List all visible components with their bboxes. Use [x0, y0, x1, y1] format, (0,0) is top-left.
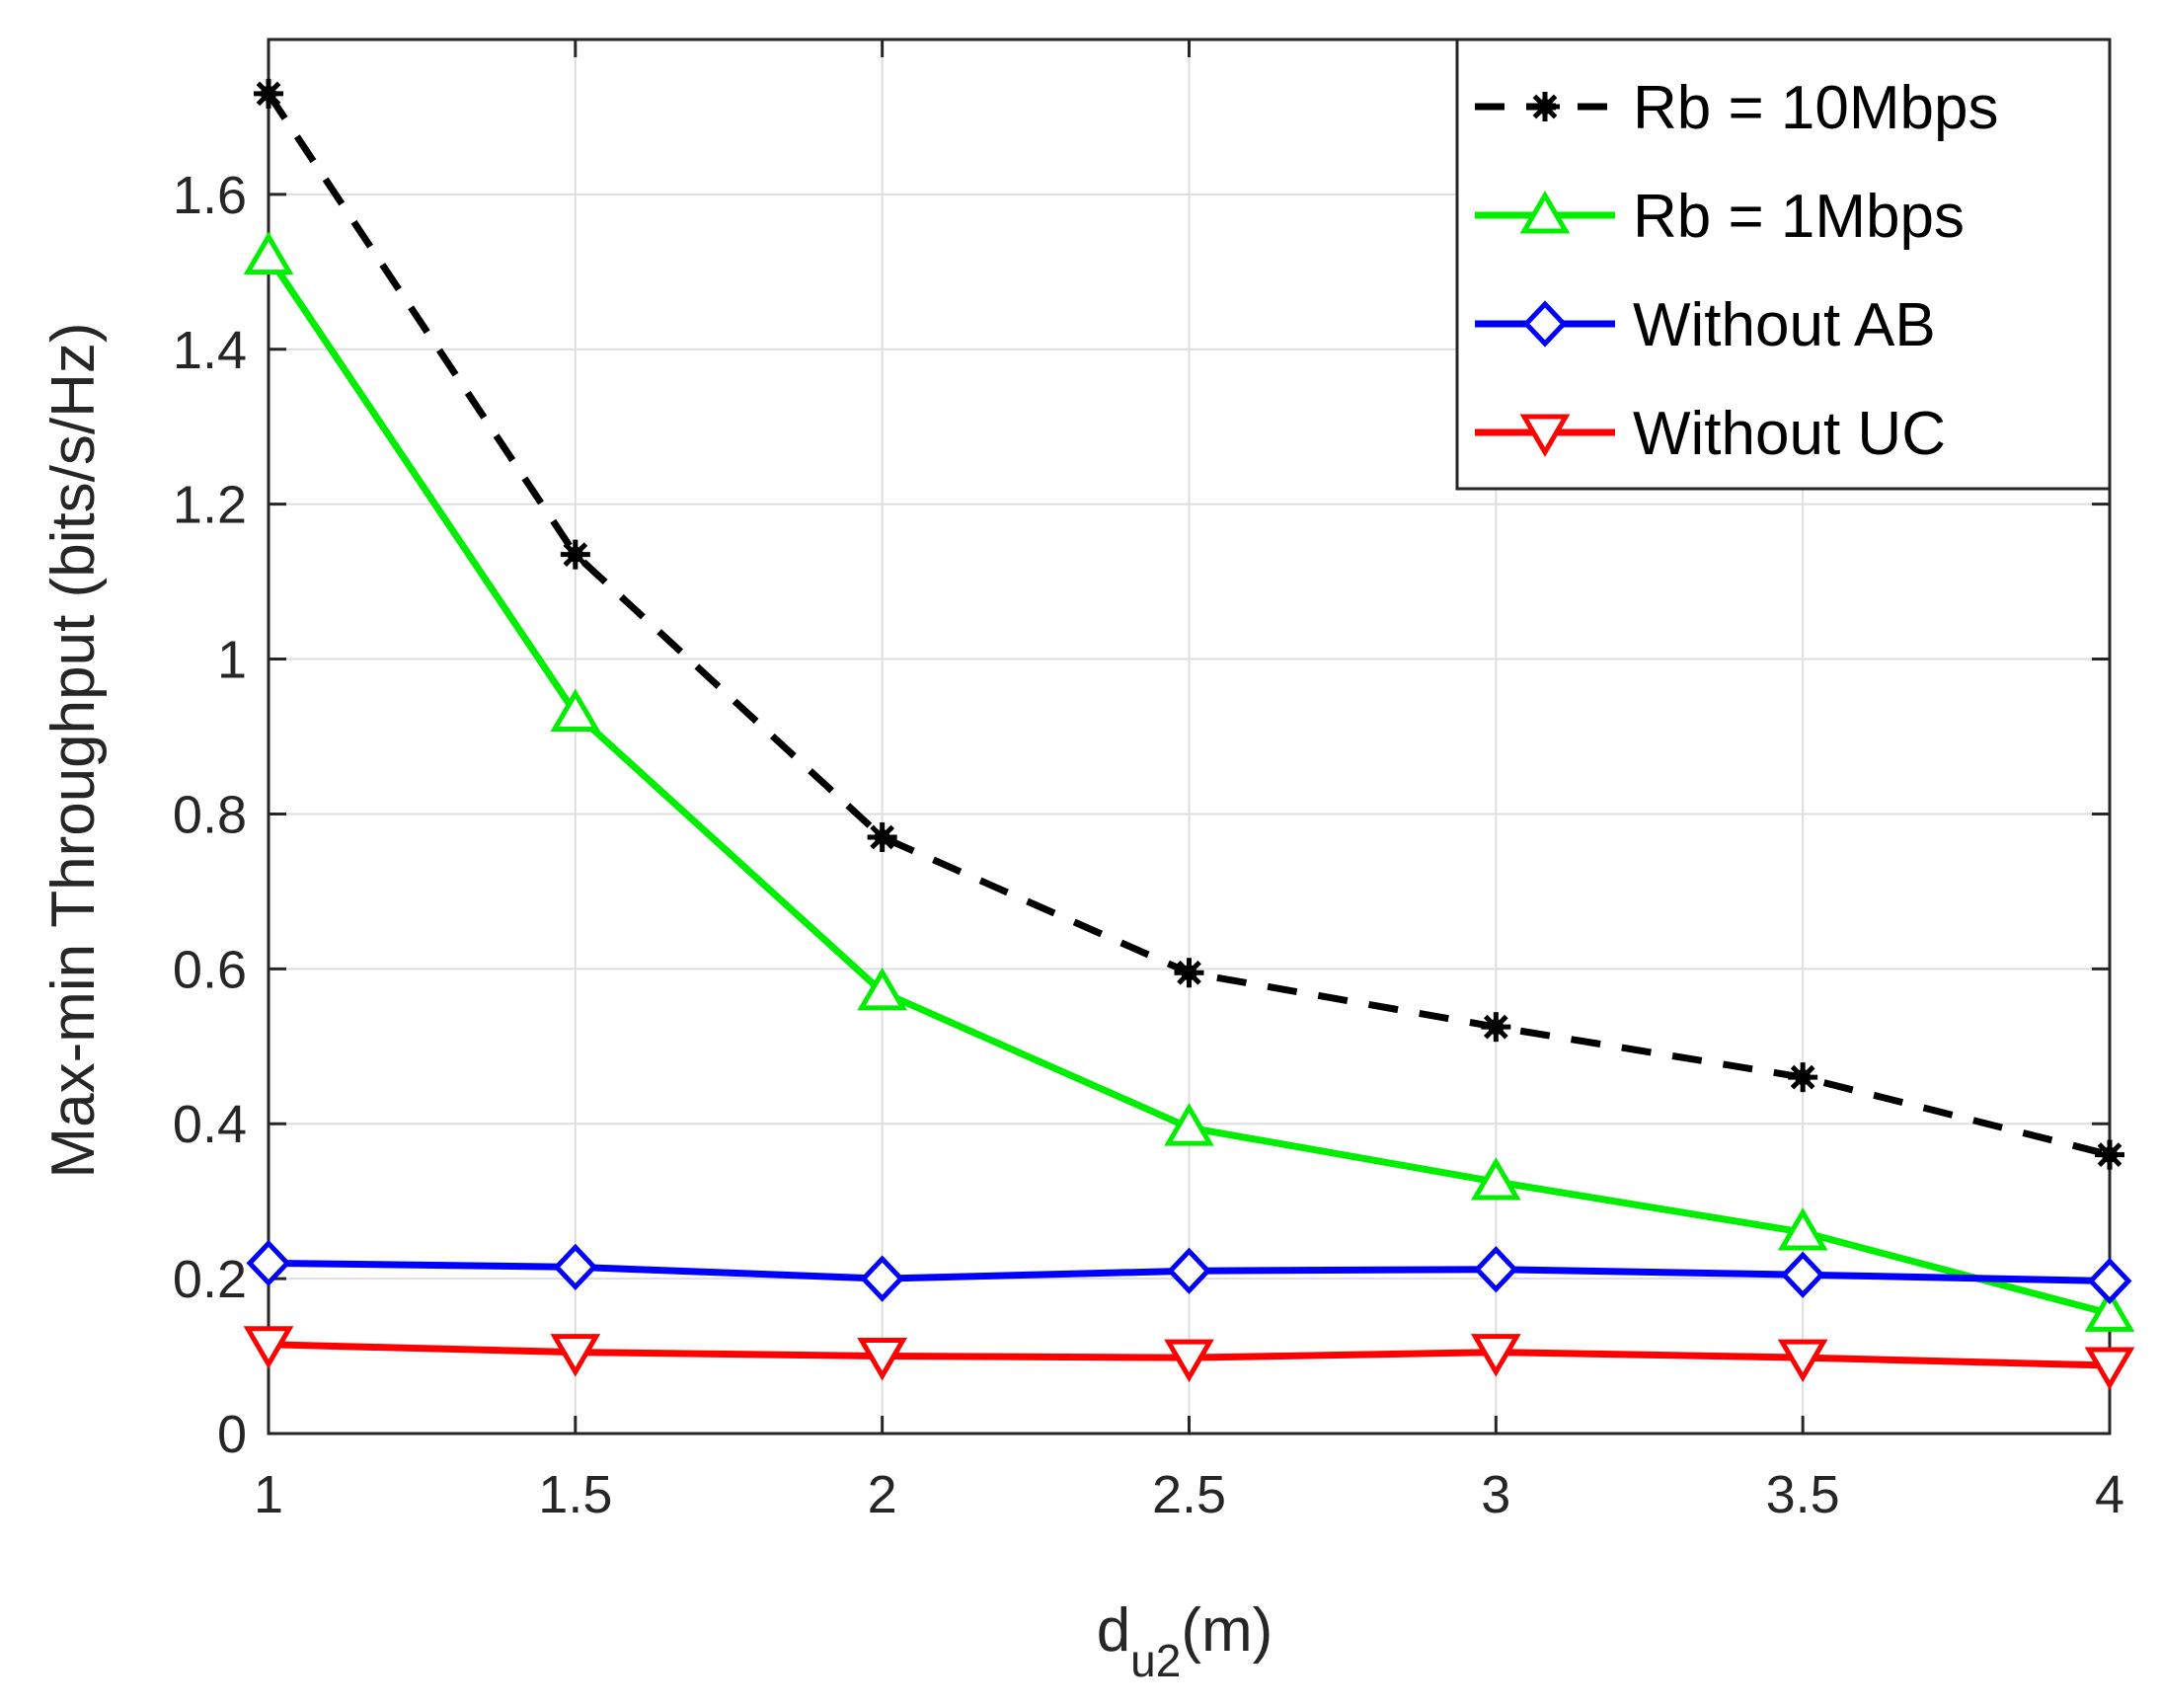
legend-marker — [1519, 414, 1571, 457]
x-tick-labels: 1 1.5 2 2.5 3 3.5 4 — [254, 1465, 2124, 1524]
marker-center — [1181, 965, 1197, 981]
series-rb-1mbps — [243, 231, 2135, 1332]
marker-center — [261, 85, 276, 102]
legend-label: Rb = 10Mbps — [1633, 74, 1999, 142]
legend-label: Rb = 1Mbps — [1633, 183, 1965, 251]
data-point — [550, 688, 601, 732]
y-tick-label: 0.2 — [173, 1250, 247, 1309]
data-point — [550, 1334, 601, 1377]
x-tick-label: 4 — [2095, 1465, 2124, 1524]
data-point — [1780, 1251, 1825, 1298]
data-point — [1470, 1334, 1521, 1377]
data-point — [1167, 1247, 1211, 1294]
y-tick-label: 1 — [217, 631, 247, 690]
series-without-ab — [246, 1239, 2132, 1305]
data-point — [1164, 1339, 1214, 1383]
y-tick-label: 0.4 — [173, 1095, 247, 1154]
y-tick-labels: 0 0.2 0.4 0.6 0.8 1 1.2 1.4 1.6 — [173, 166, 247, 1464]
data-point — [246, 1239, 291, 1287]
y-tick-label: 1.6 — [173, 166, 247, 225]
y-tick-label: 0.8 — [173, 785, 247, 844]
data-point — [1470, 1157, 1521, 1201]
marker-center — [1795, 1069, 1812, 1086]
x-tick-label: 2 — [868, 1465, 897, 1524]
series-group — [243, 78, 2135, 1390]
legend-label: Without UC — [1633, 400, 1946, 468]
data-point — [1788, 1062, 1818, 1093]
y-axis-label: Max-min Throughput (bits/s/Hz) — [39, 322, 108, 1178]
x-tick-label: 1.5 — [538, 1465, 612, 1524]
data-point — [1473, 1246, 1518, 1293]
legend-marker — [1519, 191, 1571, 234]
marker-center — [1488, 1019, 1504, 1036]
y-tick-label: 1.2 — [173, 476, 247, 535]
marker-center — [874, 828, 890, 845]
data-point — [2084, 1347, 2135, 1390]
legend: Rb = 10Mbps Rb = 1Mbps Without AB Without U… — [1455, 38, 2112, 491]
data-point — [1777, 1207, 1828, 1251]
data-point — [857, 967, 908, 1011]
x-tick-label: 3 — [1481, 1465, 1510, 1524]
data-point — [1481, 1012, 1511, 1043]
marker-center — [1537, 99, 1553, 115]
y-tick-label: 0.6 — [173, 940, 247, 999]
series-without-uc — [243, 1326, 2135, 1390]
x-axis-label: du2(m) — [1097, 1596, 1273, 1686]
data-point — [243, 1326, 294, 1369]
data-point — [1174, 958, 1204, 988]
data-point — [2087, 1257, 2132, 1305]
marker-center — [2102, 1146, 2118, 1163]
legend-label: Without AB — [1633, 291, 1936, 359]
x-tick-label: 1 — [254, 1465, 283, 1524]
x-tick-label: 3.5 — [1766, 1465, 1840, 1524]
data-point — [2095, 1139, 2124, 1170]
legend-marker — [1530, 92, 1560, 121]
series-rb-10mbps — [254, 78, 2124, 1170]
data-point — [254, 78, 283, 109]
legend-marker — [1522, 300, 1568, 348]
data-point — [243, 231, 294, 275]
data-point — [560, 539, 590, 570]
data-point — [867, 821, 897, 852]
x-tick-label: 2.5 — [1152, 1465, 1226, 1524]
data-point — [1777, 1339, 1828, 1383]
y-tick-label: 0 — [217, 1405, 247, 1464]
data-point — [2084, 1288, 2135, 1332]
marker-center — [567, 546, 583, 563]
legend-box — [1455, 38, 2112, 491]
y-tick-label: 1.4 — [173, 321, 247, 380]
data-point — [553, 1243, 598, 1290]
data-point — [860, 1255, 905, 1302]
data-point — [1164, 1103, 1214, 1146]
data-point — [857, 1338, 908, 1381]
